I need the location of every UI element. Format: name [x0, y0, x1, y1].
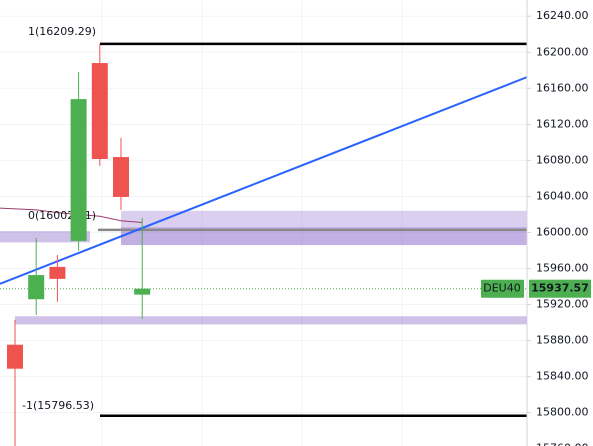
candle-body	[70, 99, 87, 241]
candle-body	[7, 344, 23, 369]
y-tick-label: 15800.00	[536, 406, 589, 419]
axis-bg	[527, 0, 593, 446]
y-tick-label: 16080.00	[536, 153, 589, 166]
y-tick-label: 15840.00	[536, 370, 589, 383]
y-tick-label: 15760.00	[536, 442, 589, 446]
trendline	[0, 76, 528, 285]
y-tick-label: 16160.00	[536, 81, 589, 94]
y-tick-label: 15880.00	[536, 334, 589, 347]
y-tick-label: 16040.00	[536, 189, 589, 202]
candle-body	[49, 266, 66, 279]
fib-label: -1(15796.53)	[22, 399, 94, 412]
symbol-badge	[481, 279, 524, 298]
price-label: 15937.57	[531, 282, 589, 295]
zone	[121, 210, 527, 246]
zone	[121, 227, 527, 246]
price-badge	[529, 279, 591, 298]
fib-label: 1(16209.29)	[28, 25, 96, 38]
y-tick-label: 16000.00	[536, 225, 589, 238]
candle-body	[113, 157, 129, 197]
zone	[0, 231, 90, 243]
y-tick-label: 16200.00	[536, 45, 589, 58]
y-tick-label: 15920.00	[536, 298, 589, 311]
y-tick-label: 15960.00	[536, 262, 589, 275]
zone	[15, 316, 527, 325]
y-tick-label: 16120.00	[536, 117, 589, 130]
symbol-label: DEU40	[483, 282, 520, 295]
candle-body	[134, 288, 151, 295]
candle-body	[91, 63, 108, 160]
y-tick-label: 16240.00	[536, 9, 589, 22]
candle-body	[28, 275, 45, 300]
